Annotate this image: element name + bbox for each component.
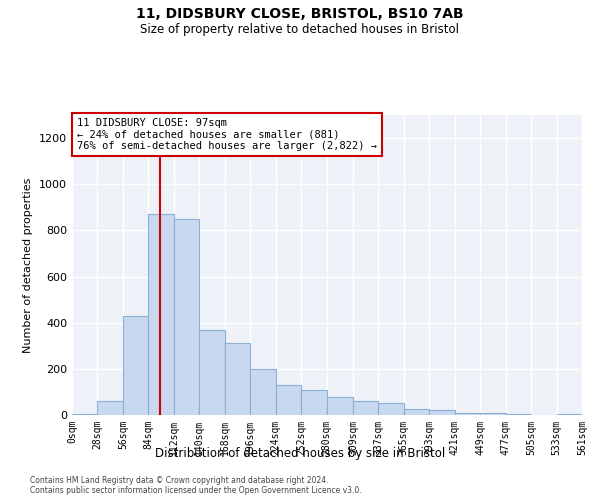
Bar [480,413,506,415]
Text: Size of property relative to detached houses in Bristol: Size of property relative to detached ho… [140,22,460,36]
Bar [557,414,582,415]
Bar [379,404,404,415]
Bar [455,412,480,415]
Bar [199,330,225,415]
Bar [506,414,531,415]
Bar [353,401,379,415]
Bar [225,344,250,415]
Bar [123,316,148,415]
Bar [174,219,199,415]
Text: 11 DIDSBURY CLOSE: 97sqm
← 24% of detached houses are smaller (881)
76% of semi-: 11 DIDSBURY CLOSE: 97sqm ← 24% of detach… [77,118,377,151]
Bar [250,369,275,415]
Bar [148,214,174,415]
Bar [301,390,326,415]
Text: Contains HM Land Registry data © Crown copyright and database right 2024.
Contai: Contains HM Land Registry data © Crown c… [30,476,362,495]
Bar [275,385,301,415]
Bar [326,396,353,415]
Bar [97,401,123,415]
Y-axis label: Number of detached properties: Number of detached properties [23,178,34,352]
Text: 11, DIDSBURY CLOSE, BRISTOL, BS10 7AB: 11, DIDSBURY CLOSE, BRISTOL, BS10 7AB [136,8,464,22]
Bar [404,409,429,415]
Bar [429,410,455,415]
Text: Distribution of detached houses by size in Bristol: Distribution of detached houses by size … [155,448,445,460]
Bar [72,414,97,415]
